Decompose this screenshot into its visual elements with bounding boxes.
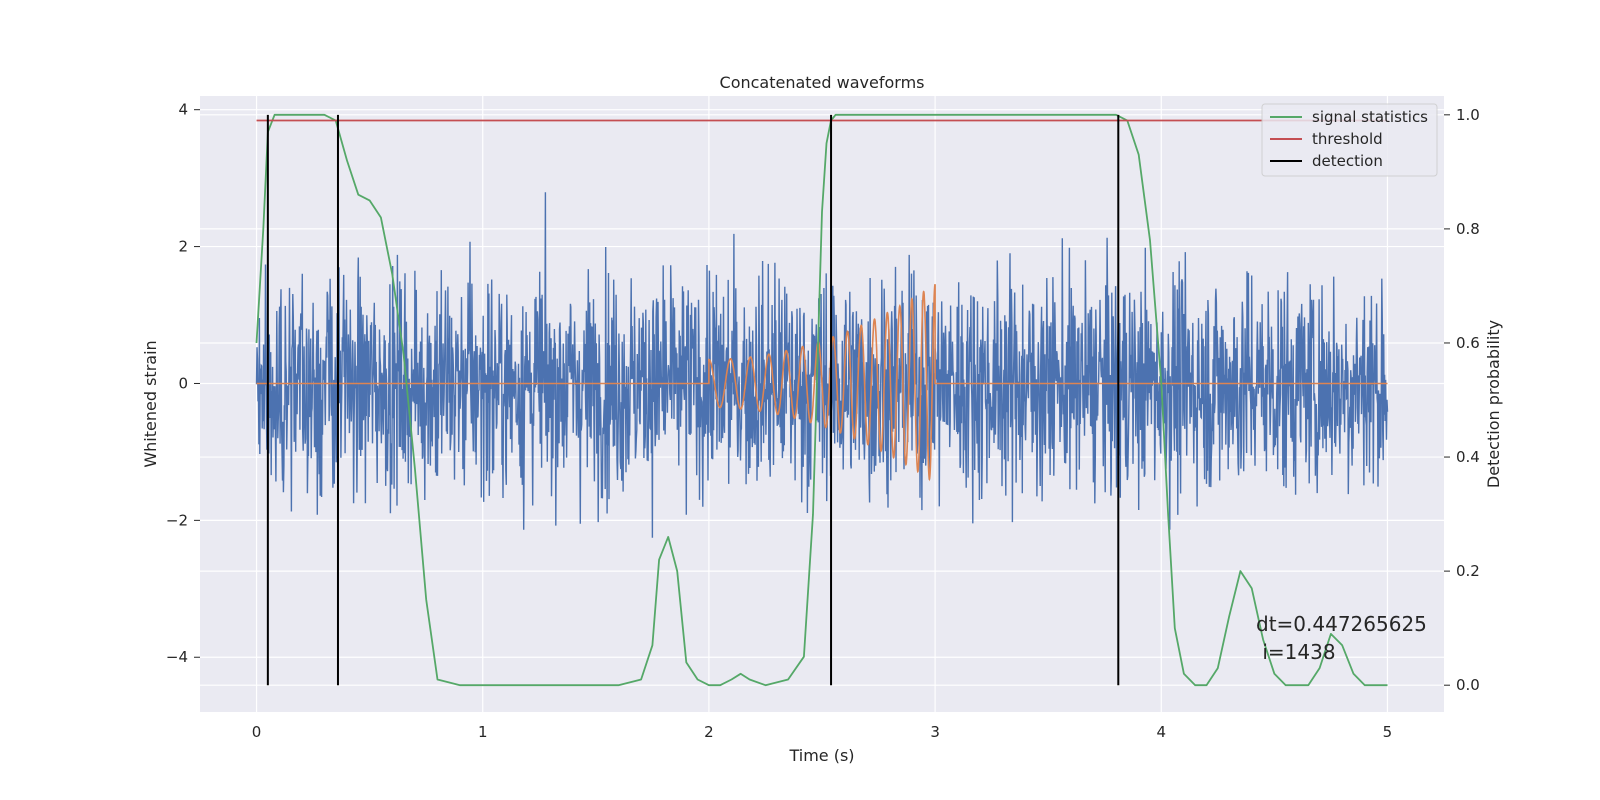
y-tick-label: 2: [178, 238, 188, 256]
y2-tick-label: 0.4: [1456, 448, 1480, 466]
signal-statistics-line: [255, 113, 1388, 687]
legend-label-detection: detection: [1312, 152, 1383, 170]
y2-ticks: 0.0 0.2 0.4 0.6 0.8 1.0: [1444, 106, 1480, 694]
annotation-index: i=1438: [1256, 640, 1336, 664]
injection-series: [256, 283, 1388, 482]
annotation-dt: dt=0.447265625: [1256, 612, 1427, 636]
y-tick-label: 4: [178, 101, 188, 119]
y-axis-label: Whitened strain: [141, 340, 160, 467]
probability-series: [255, 113, 1388, 687]
y-tick-label: −4: [166, 648, 188, 666]
injection-line: [256, 283, 1388, 482]
y2-tick-label: 0.2: [1456, 562, 1480, 580]
y2-tick-label: 0.8: [1456, 220, 1480, 238]
y-tick-label: 0: [178, 374, 188, 392]
x-tick-label: 2: [704, 723, 714, 741]
y2-axis-label: Detection probability: [1484, 320, 1503, 488]
y2-tick-label: 0.6: [1456, 334, 1480, 352]
x-axis-label: Time (s): [788, 746, 854, 765]
chart-title: Concatenated waveforms: [720, 73, 925, 92]
legend: signal statistics threshold detection: [1261, 103, 1438, 177]
y2-tick-label: 0.0: [1456, 676, 1480, 694]
x-tick-label: 0: [252, 723, 262, 741]
legend-box: [1261, 103, 1438, 177]
y2-tick-label: 1.0: [1456, 106, 1480, 124]
y-ticks: −4 −2 0 2 4: [166, 101, 200, 666]
x-ticks: 0 1 2 3 4 5: [252, 723, 1392, 741]
legend-label-signal-statistics: signal statistics: [1312, 108, 1428, 126]
x-tick-label: 3: [930, 723, 940, 741]
x-tick-label: 1: [478, 723, 488, 741]
x-tick-label: 4: [1156, 723, 1166, 741]
x-tick-label: 5: [1383, 723, 1393, 741]
y-tick-label: −2: [166, 511, 188, 529]
legend-label-threshold: threshold: [1312, 130, 1383, 148]
